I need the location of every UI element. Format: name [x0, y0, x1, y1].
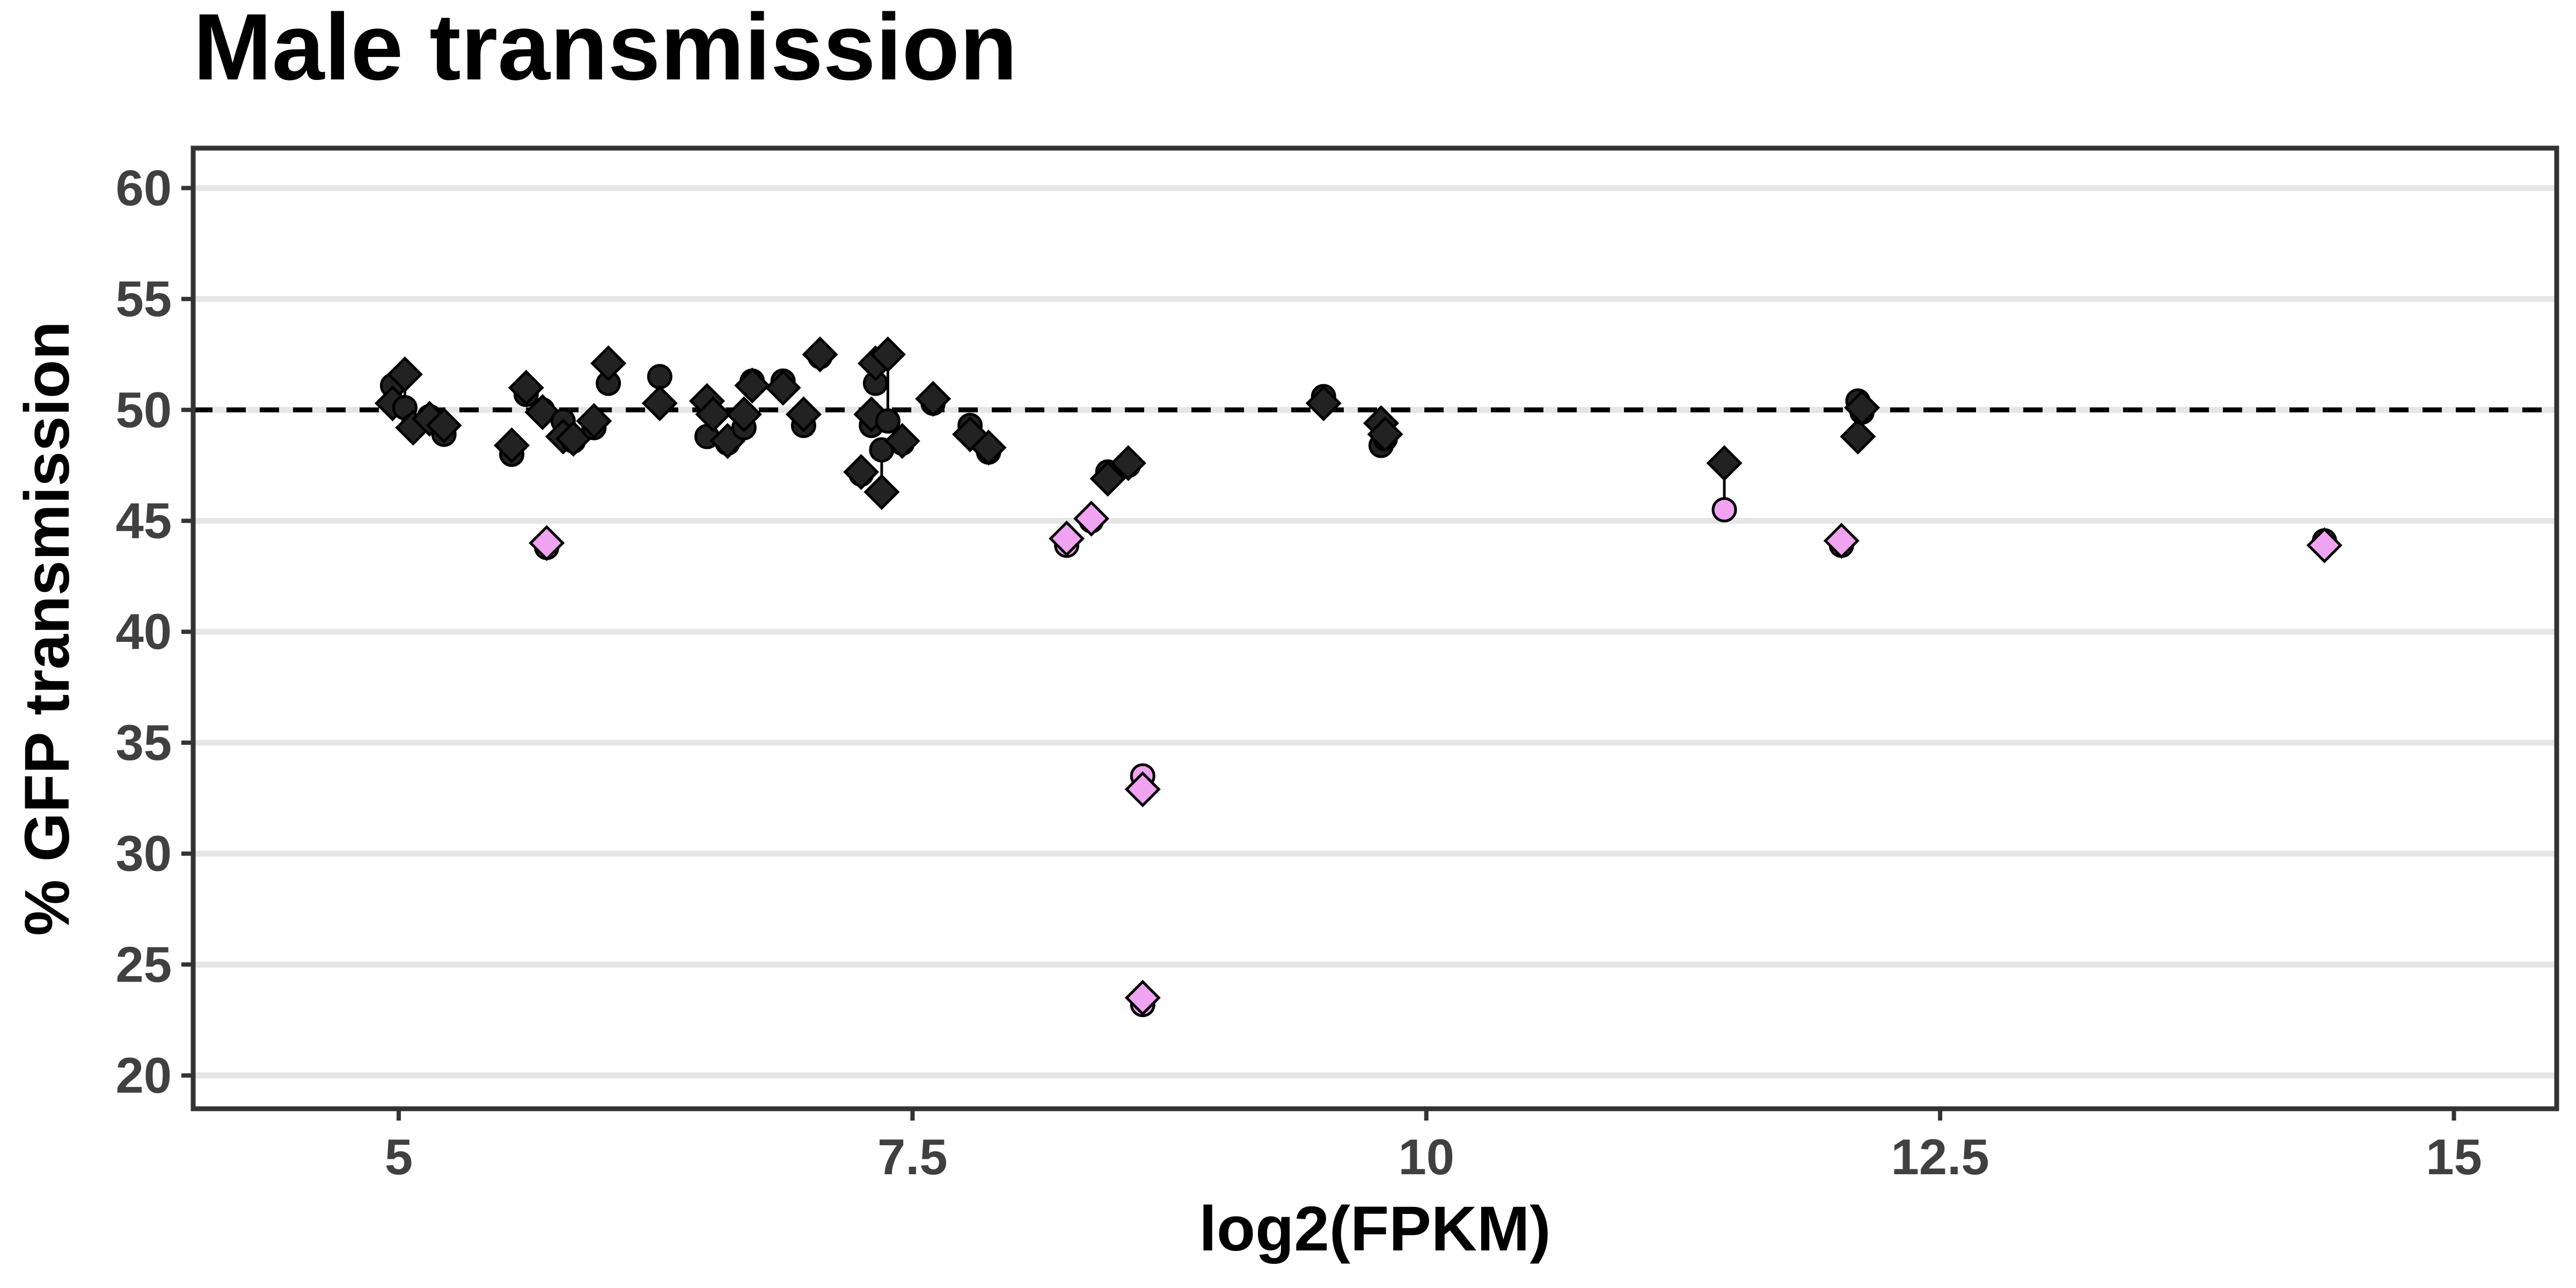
diamond-point	[1305, 385, 1342, 421]
diamond-point	[765, 369, 801, 406]
diamond-point	[695, 396, 731, 433]
diamond-point	[1089, 460, 1126, 497]
y-tick-label: 60	[115, 159, 172, 216]
diamond-point	[1073, 500, 1110, 537]
diamond-point	[1367, 416, 1403, 452]
x-tick-label: 5	[385, 1129, 413, 1185]
diamond-point	[529, 525, 565, 561]
x-tick-label: 15	[2426, 1129, 2482, 1185]
diamond-point	[863, 474, 900, 510]
diamond-point	[785, 396, 822, 433]
diamond-point	[2306, 527, 2343, 564]
diamond-point	[1124, 771, 1161, 808]
y-tick-label: 45	[115, 493, 172, 549]
diamond-point	[884, 423, 920, 459]
x-tick-label: 7.5	[877, 1129, 948, 1185]
y-axis-title: % GFP transmission	[12, 321, 83, 935]
y-tick-label: 35	[115, 714, 172, 771]
diamond-point	[869, 336, 906, 372]
y-tick-label: 50	[115, 382, 172, 438]
diamond-point	[1124, 979, 1161, 1016]
grid-layer	[193, 185, 2557, 1079]
diamond-point	[524, 394, 561, 430]
diamond-point	[1844, 390, 1880, 426]
y-tick-label: 30	[115, 825, 172, 882]
diamond-point	[386, 356, 423, 393]
diamond-point	[734, 367, 771, 404]
diamond-point	[1840, 418, 1876, 455]
x-axis-title: log2(FPKM)	[1199, 1194, 1550, 1264]
diamond-point	[576, 402, 612, 440]
circle-point	[875, 408, 901, 434]
ticks-layer: 20 25 30 35 40 45 50 55 60 5 7.5 10 12.5 15	[115, 159, 2482, 1185]
diamond-point	[726, 396, 762, 433]
diamond-point	[1049, 521, 1085, 557]
diamond-point	[802, 336, 838, 372]
diamond-point	[641, 385, 678, 421]
diamond-point	[508, 369, 544, 406]
circle-point	[1711, 497, 1737, 523]
diamond-point	[426, 407, 462, 444]
diamond-point	[1706, 445, 1743, 481]
marks-layer	[374, 336, 2343, 1018]
chart-title: Male transmission	[193, 0, 1018, 100]
diamond-point	[1110, 445, 1146, 481]
diamond-point	[494, 427, 530, 464]
diamond-point	[970, 429, 1007, 466]
y-tick-label: 55	[115, 270, 172, 327]
diamond-point	[843, 454, 880, 491]
diamond-point	[590, 345, 627, 382]
plot-frame	[191, 145, 2559, 1111]
y-tick-label: 40	[115, 603, 172, 660]
circle-point	[647, 364, 672, 390]
y-tick-label: 20	[115, 1047, 172, 1103]
x-tick-label: 10	[1398, 1129, 1454, 1185]
y-tick-label: 25	[115, 936, 172, 992]
diamond-point	[915, 380, 952, 417]
diamond-point	[1823, 523, 1860, 559]
x-tick-label: 12.5	[1891, 1129, 1989, 1185]
